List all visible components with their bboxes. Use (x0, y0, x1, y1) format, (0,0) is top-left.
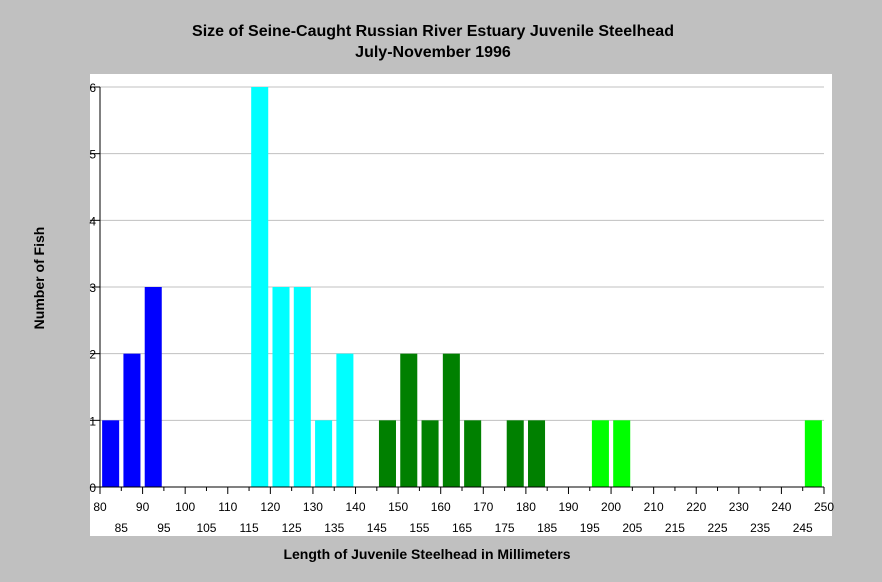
x-tick-label: 115 (239, 521, 258, 535)
x-tick-label: 145 (367, 521, 387, 535)
x-tick-label: 160 (431, 500, 451, 514)
x-tick-label: 180 (516, 500, 536, 514)
x-tick-label: 170 (473, 500, 493, 514)
x-tick-label: 150 (388, 500, 408, 514)
x-tick-label: 245 (793, 521, 813, 535)
x-tick-label: 110 (218, 500, 237, 514)
histogram-bar (591, 420, 609, 487)
histogram-bar (123, 353, 141, 487)
histogram-bar (315, 420, 333, 487)
bars (102, 87, 822, 487)
x-tick-label: 140 (346, 500, 366, 514)
x-tick-label: 165 (452, 521, 472, 535)
x-tick-label: 130 (303, 500, 323, 514)
histogram-bar (442, 353, 460, 487)
y-axis-title: Number of Fish (31, 227, 47, 330)
x-tick-label: 90 (136, 500, 150, 514)
chart-subtitle: July-November 1996 (355, 44, 511, 61)
x-tick-label: 190 (558, 500, 578, 514)
x-tick-label: 225 (708, 521, 728, 535)
x-tick-label: 230 (729, 500, 749, 514)
y-tick-label: 6 (89, 81, 96, 95)
histogram-bar (378, 420, 396, 487)
histogram-bar (528, 420, 546, 487)
histogram-bar (421, 420, 439, 487)
histogram-bar (804, 420, 822, 487)
histogram-bar (400, 353, 418, 487)
x-tick-label: 240 (771, 500, 791, 514)
x-tick-label: 95 (157, 521, 171, 535)
histogram-bar (272, 287, 290, 487)
y-tick-labels: 0 1 2 3 4 5 6 (89, 81, 96, 495)
x-tick-label: 195 (580, 521, 600, 535)
x-tick-label: 205 (622, 521, 642, 535)
histogram-bar (102, 420, 120, 487)
y-tick-label: 3 (89, 281, 96, 295)
histogram-bar (336, 353, 354, 487)
x-tick-label: 155 (409, 521, 429, 535)
x-tick-label: 215 (665, 521, 685, 535)
x-tick-label: 105 (196, 521, 216, 535)
gridlines (100, 86, 824, 421)
x-tick-label: 85 (115, 521, 129, 535)
histogram-bar (293, 287, 311, 487)
axes (90, 86, 825, 494)
x-tick-label: 235 (750, 521, 770, 535)
x-tick-label: 135 (324, 521, 344, 535)
y-tick-label: 5 (89, 148, 96, 162)
x-tick-label: 200 (601, 500, 621, 514)
histogram-bar (144, 287, 162, 487)
x-tick-label: 175 (495, 521, 515, 535)
x-tick-label: 250 (814, 500, 834, 514)
x-tick-labels: 80 90 100 110 120 130 140 150 160 170 180 190 200 210… (93, 500, 834, 535)
x-tick-label: 185 (537, 521, 557, 535)
histogram-bar (613, 420, 631, 487)
histogram-bar (464, 420, 482, 487)
y-tick-label: 0 (89, 481, 96, 495)
x-tick-label: 120 (260, 500, 280, 514)
x-axis-title: Length of Juvenile Steelhead in Millimet… (283, 546, 570, 562)
x-tick-label: 100 (175, 500, 195, 514)
x-tick-label: 125 (282, 521, 302, 535)
histogram-bar (506, 420, 524, 487)
x-tick-label: 220 (686, 500, 706, 514)
x-tick-label: 210 (644, 500, 664, 514)
y-tick-label: 1 (89, 414, 96, 428)
x-tick-label: 80 (93, 500, 107, 514)
y-tick-label: 2 (89, 348, 96, 362)
chart-title: Size of Seine-Caught Russian River Estua… (192, 23, 674, 40)
histogram-bar (251, 87, 269, 487)
y-tick-label: 4 (89, 214, 96, 228)
